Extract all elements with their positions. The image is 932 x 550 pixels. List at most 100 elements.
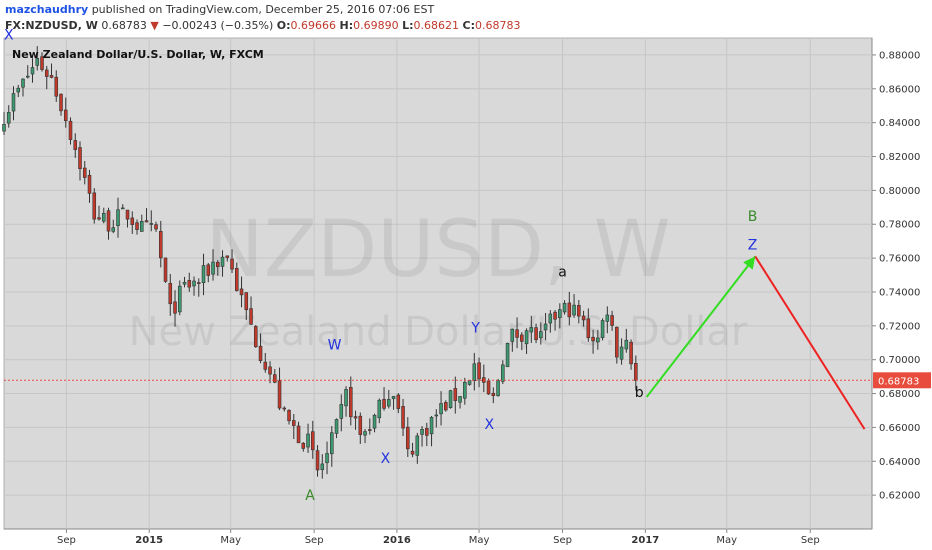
- candle-body: [410, 450, 415, 455]
- x-tick-label: Sep: [553, 535, 572, 546]
- published-text: published on TradingView.com, December 2…: [91, 3, 435, 16]
- price-axis[interactable]: [872, 38, 932, 529]
- candle-body: [16, 87, 21, 93]
- candle-body: [292, 420, 296, 426]
- candle-body: [311, 431, 315, 451]
- candle-body: [187, 279, 192, 288]
- candle-body: [63, 109, 68, 122]
- candle-body: [54, 76, 59, 97]
- candle-body: [586, 318, 591, 339]
- candle-body: [463, 381, 467, 399]
- candle-body: [605, 314, 610, 322]
- candle-body: [263, 361, 268, 370]
- candle-body: [173, 301, 177, 314]
- last-price-badge: [873, 372, 931, 389]
- y-tick-label: 0.66000: [879, 423, 920, 434]
- candle-body: [363, 431, 367, 436]
- wave-label: X: [381, 451, 391, 467]
- candle-body: [268, 366, 272, 375]
- candle-body: [472, 363, 477, 381]
- x-tick-label: May: [220, 535, 241, 546]
- candle-body: [73, 140, 78, 150]
- projection-line: [645, 255, 757, 398]
- candle-body: [125, 209, 130, 220]
- candle-body: [358, 415, 363, 435]
- candle-body: [382, 398, 386, 409]
- candle-body: [325, 453, 329, 464]
- projection-lines: [645, 255, 866, 430]
- candle-body: [524, 330, 529, 345]
- candle-body: [30, 67, 35, 75]
- candle-body: [230, 258, 234, 270]
- plot-area[interactable]: [3, 37, 873, 530]
- candle-body: [106, 210, 111, 232]
- candle-body: [306, 433, 310, 448]
- candle-body: [520, 334, 524, 342]
- last-price-label: 0.68783: [878, 376, 919, 387]
- candle-body: [429, 417, 434, 435]
- candle-body: [444, 402, 448, 411]
- y-tick-label: 0.64000: [879, 457, 920, 468]
- candle-body: [491, 392, 496, 397]
- candle-body: [25, 75, 30, 78]
- candle-body: [439, 403, 443, 415]
- candle-body: [301, 442, 306, 449]
- candle-body: [334, 419, 339, 434]
- publish-info: mazchaudhry published on TradingView.com…: [5, 3, 434, 16]
- watermark-symbol: NZDUSD, W: [205, 205, 670, 295]
- wave-label: b: [635, 385, 644, 401]
- y-tick-label: 0.70000: [879, 355, 920, 366]
- candle-body: [572, 304, 576, 316]
- candle-body: [111, 227, 116, 232]
- candle-body: [344, 389, 348, 407]
- candle-body: [101, 212, 106, 222]
- candle-body: [401, 406, 405, 429]
- candle-body: [634, 363, 638, 381]
- candle-body: [59, 93, 63, 112]
- x-tick-label: Sep: [801, 535, 820, 546]
- candle-body: [116, 209, 120, 227]
- candle-body: [192, 280, 196, 287]
- candle-body: [78, 147, 82, 170]
- candle-body: [168, 282, 173, 305]
- candle-body: [368, 429, 372, 431]
- candle-body: [220, 256, 225, 267]
- wave-label: A: [305, 488, 315, 504]
- author-link[interactable]: mazchaudhry: [5, 3, 89, 16]
- candle-body: [591, 336, 595, 342]
- candle-body: [534, 327, 538, 340]
- time-axis[interactable]: [4, 529, 872, 550]
- candle-body: [11, 93, 16, 112]
- candle-body: [619, 346, 624, 360]
- low-label: L:: [402, 19, 414, 32]
- candle-body: [486, 380, 491, 395]
- y-tick-label: 0.76000: [879, 254, 920, 265]
- candle-body: [467, 380, 472, 385]
- candle-body: [216, 261, 220, 268]
- y-tick-label: 0.86000: [879, 84, 920, 95]
- candle-body: [425, 428, 429, 436]
- high-value: 0.69890: [353, 19, 399, 32]
- candle-body: [510, 328, 515, 342]
- y-tick-labels: 0.88000 0.86000 0.84000 0.82000 0.80000 0.780…: [872, 50, 920, 502]
- candle-body: [6, 112, 11, 124]
- arrow-head-icon: [743, 256, 756, 270]
- candle-body: [239, 288, 244, 296]
- candle-body: [177, 285, 182, 313]
- x-tick-label: May: [469, 535, 490, 546]
- candle-body: [315, 450, 320, 471]
- candle-body: [539, 331, 543, 339]
- ohlc-bar: FX:NZDUSD, W 0.68783 ▼ −0.00243 (−0.35%)…: [5, 19, 521, 32]
- y-tick-label: 0.68000: [879, 389, 920, 400]
- wave-label: a: [558, 265, 567, 281]
- high-label: H:: [339, 19, 354, 32]
- candle-body: [377, 399, 382, 419]
- low-value: 0.68621: [413, 19, 460, 32]
- down-arrow-icon: ▼: [150, 19, 159, 32]
- candle-body: [68, 120, 73, 140]
- candle-body: [353, 416, 358, 419]
- wave-label: Y: [470, 321, 480, 337]
- projection-line: [754, 255, 866, 430]
- y-tick-label: 0.82000: [879, 152, 920, 163]
